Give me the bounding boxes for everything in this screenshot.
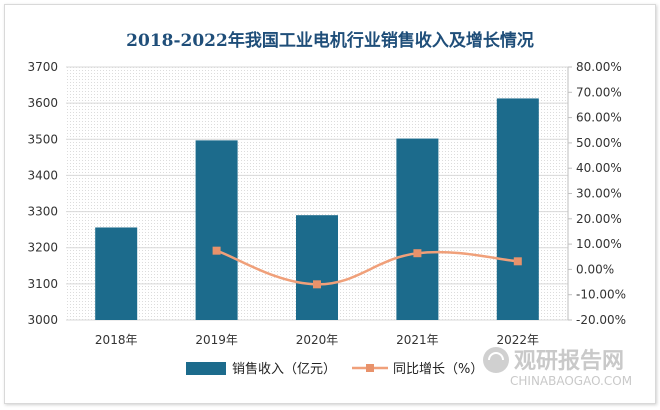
x-tick-label: 2022年 xyxy=(497,333,540,347)
watermark-logo: 观研报告网 CHINABAOGAO.COM xyxy=(483,347,632,388)
bar-3 xyxy=(296,215,338,320)
watermark-text: 观研报告网 xyxy=(514,349,624,374)
bar-1 xyxy=(95,227,138,320)
legend-line-marker xyxy=(366,364,374,372)
legend-line-label: 同比增长（%） xyxy=(393,362,483,377)
y-right-tick-label: -10.00% xyxy=(576,288,626,302)
x-tick-label: 2021年 xyxy=(396,333,439,347)
y-right-tick-label: 70.00% xyxy=(576,85,622,99)
bar-4 xyxy=(396,138,439,320)
y-right-tick-label: -20.00% xyxy=(576,313,626,327)
y-right-tick-label: 30.00% xyxy=(576,187,622,201)
y-left-tick-label: 3300 xyxy=(27,205,58,219)
y-right-tick-label: 20.00% xyxy=(576,212,622,226)
legend-bar-label: 销售收入（亿元） xyxy=(232,361,336,377)
y-left-tick-label: 3400 xyxy=(27,168,58,182)
y-left-tick-label: 3600 xyxy=(27,96,58,110)
y-right-tick-label: 40.00% xyxy=(576,161,622,175)
x-tick-label: 2020年 xyxy=(296,333,339,347)
bar-5 xyxy=(496,98,539,321)
x-tick-label: 2019年 xyxy=(195,333,238,347)
watermark-sub: CHINABAOGAO.COM xyxy=(510,374,632,388)
growth-line xyxy=(216,249,518,286)
x-tick-label: 2018年 xyxy=(95,333,138,347)
y-right-tick-label: 80.00% xyxy=(576,60,622,74)
chart-title: 2018-2022年我国工业电机行业销售收入及增长情况 xyxy=(126,31,534,51)
y-left-tick-label: 3000 xyxy=(27,313,58,327)
y-left-tick-label: 3100 xyxy=(27,277,58,291)
growth-point-5 xyxy=(513,257,522,266)
y-right-tick-label: 60.00% xyxy=(576,111,622,125)
growth-point-2 xyxy=(212,246,221,255)
y-left-tick-label: 3500 xyxy=(27,132,58,146)
y-right-tick-label: 50.00% xyxy=(576,136,622,150)
legend-bar-swatch xyxy=(186,362,226,375)
y-right-tick-label: 10.00% xyxy=(576,237,622,251)
y-left-tick-label: 3700 xyxy=(27,60,58,74)
growth-point-3 xyxy=(313,280,321,289)
growth-point-4 xyxy=(413,249,422,258)
bar-2 xyxy=(195,140,238,320)
y-right-tick-label: 0.00% xyxy=(576,262,614,276)
y-left-tick-label: 3200 xyxy=(27,241,58,255)
